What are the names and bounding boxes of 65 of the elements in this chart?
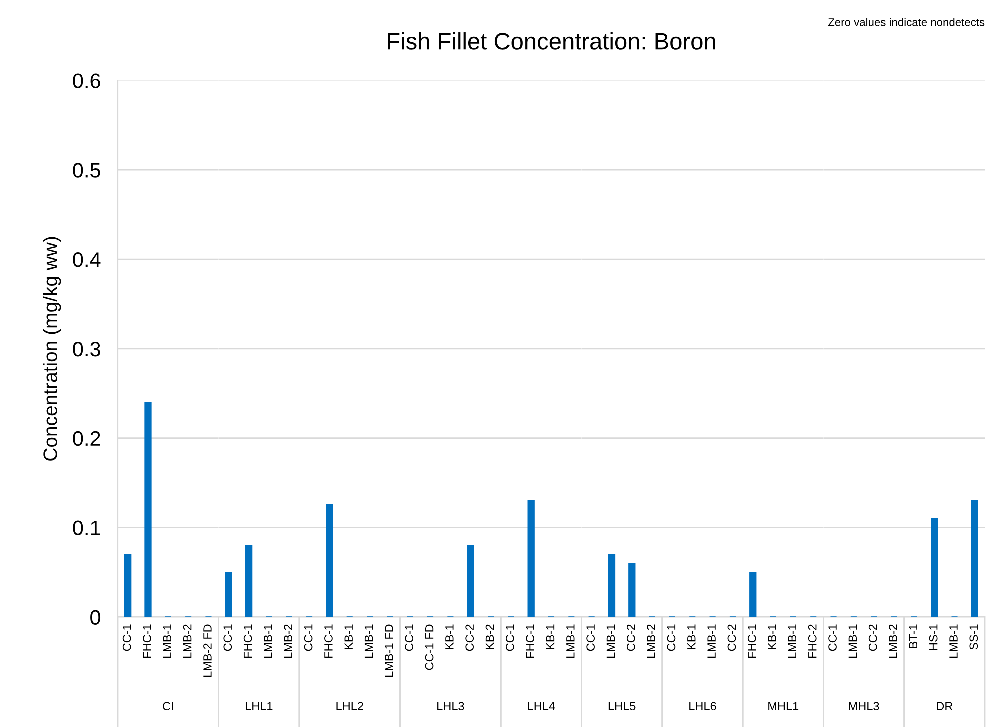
x-tick-label: CC-2 bbox=[728, 624, 736, 652]
chart-title: Fish Fillet Concentration: Boron bbox=[388, 32, 716, 50]
x-axis-title: CI bbox=[163, 702, 174, 711]
x-tick-label: FHC-1 bbox=[748, 624, 756, 658]
x-tick-label: CC-1 bbox=[586, 624, 595, 652]
x-tick-label: CC-2 bbox=[466, 624, 474, 652]
bar bbox=[124, 554, 132, 618]
bar bbox=[144, 402, 152, 618]
y-tick-label: 0.4 bbox=[73, 252, 101, 268]
x-axis-title: LHL2 bbox=[336, 702, 364, 710]
x-axis-title: MHL3 bbox=[849, 702, 880, 711]
x-tick-label: LMB-1 bbox=[950, 624, 958, 658]
x-tick-label: KB-1 bbox=[768, 624, 776, 650]
x-tick-label: KB-2 bbox=[486, 624, 494, 650]
x-tick-label: LMB-2 bbox=[647, 624, 656, 658]
x-tick-label: LMB-1 bbox=[708, 624, 716, 658]
x-tick-label: SS-1 bbox=[970, 624, 978, 650]
x-axis-title: LHL5 bbox=[608, 702, 636, 711]
x-tick-label: CC-1 bbox=[828, 624, 837, 652]
x-tick-label: LMB-1 bbox=[788, 624, 797, 658]
x-tick-label: CC-2 bbox=[626, 624, 636, 652]
x-tick-label: LMB-2 FD bbox=[204, 624, 212, 677]
y-axis-title: Concentration (mg/kg ww) bbox=[43, 237, 62, 461]
x-tick-label: CC-1 bbox=[224, 624, 232, 652]
x-tick-label: KB-1 bbox=[688, 624, 696, 650]
x-tick-label: CC-1 bbox=[405, 624, 414, 652]
y-tick-label: 0.5 bbox=[73, 163, 100, 178]
x-tick-label: FHC-1 bbox=[143, 624, 152, 658]
x-axis-title: LHL3 bbox=[438, 702, 464, 711]
x-tick-label: CC-1 bbox=[506, 624, 514, 652]
x-tick-label: LMB-1 bbox=[163, 624, 172, 658]
x-tick-label: LMB-1 bbox=[848, 624, 857, 658]
y-tick-label: 0 bbox=[90, 610, 101, 625]
x-tick-label: LMB-2 bbox=[284, 624, 292, 658]
x-tick-label: KB-1 bbox=[344, 624, 353, 650]
x-axis-title: DR bbox=[937, 702, 953, 710]
x-tick-label: FHC-2 bbox=[808, 624, 817, 658]
x-tick-label: KB-1 bbox=[546, 624, 555, 650]
y-tick-label: 0.6 bbox=[73, 74, 100, 88]
x-axis-title: MHL1 bbox=[768, 702, 799, 710]
x-axis-title: LHL6 bbox=[690, 702, 716, 711]
x-tick-label: CC-1 bbox=[667, 624, 676, 652]
x-tick-label: LMB-1 bbox=[264, 624, 272, 658]
x-tick-label: LMB-2 bbox=[183, 624, 192, 658]
x-axis-title: LHL4 bbox=[528, 702, 556, 710]
x-tick-label: LMB-1 bbox=[364, 624, 374, 658]
x-tick-label: CC-2 bbox=[868, 624, 878, 652]
x-tick-label: CC-1 bbox=[304, 624, 313, 652]
x-tick-label: CC-1 bbox=[122, 624, 132, 652]
x-tick-label: CC-1 FD bbox=[425, 624, 434, 670]
x-tick-label: FHC-1 bbox=[526, 624, 535, 658]
x-tick-label: LMB-1 FD bbox=[385, 624, 394, 677]
x-tick-label: LMB-1 bbox=[566, 624, 575, 658]
y-tick-label: 0.2 bbox=[73, 431, 100, 446]
y-tick-label: 0.3 bbox=[73, 342, 100, 357]
x-tick-label: BT-1 bbox=[909, 624, 918, 648]
x-tick-label: FHC-1 bbox=[244, 624, 252, 658]
x-tick-label: FHC-1 bbox=[324, 624, 333, 658]
x-tick-label: KB-1 bbox=[446, 624, 454, 650]
x-axis-title: LHL1 bbox=[246, 702, 273, 710]
y-tick-label: 0.1 bbox=[73, 520, 100, 536]
x-tick-label: LMB-1 bbox=[606, 624, 616, 658]
text: Zero values indicate nondetects bbox=[828, 18, 985, 26]
x-tick-label: LMB-2 bbox=[889, 624, 898, 658]
x-tick-label: HS-1 bbox=[929, 624, 938, 650]
